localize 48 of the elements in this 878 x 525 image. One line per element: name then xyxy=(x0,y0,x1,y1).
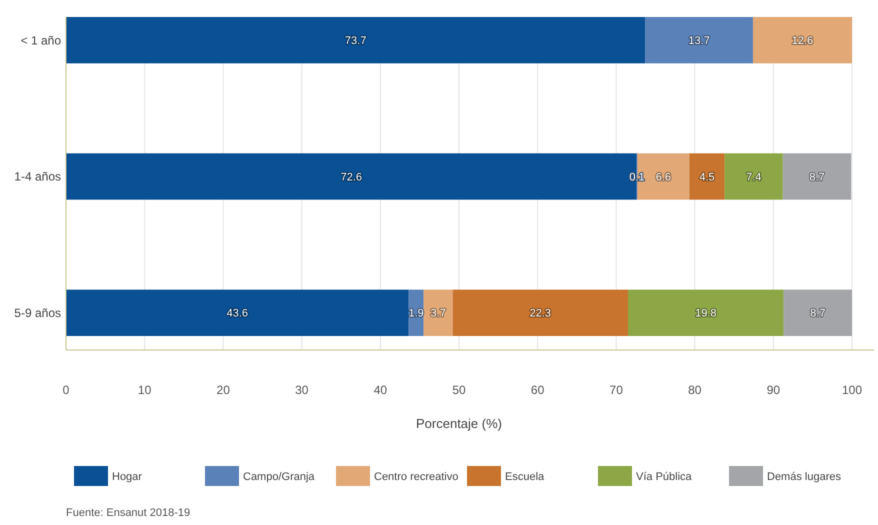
x-tick-label: 30 xyxy=(295,383,309,397)
legend-label: Hogar xyxy=(112,470,142,483)
bar xyxy=(689,153,725,200)
data-label: 72.6 xyxy=(340,171,362,184)
x-tick-label: 10 xyxy=(138,383,152,397)
data-label: 1.9 xyxy=(408,308,424,320)
data-label: 8.7 xyxy=(810,308,826,320)
x-tick-label: 50 xyxy=(452,383,466,397)
data-label: 43.6 xyxy=(226,308,248,320)
legend-label: Centro recreativo xyxy=(374,470,458,483)
legend-label: Campo/Granja xyxy=(243,470,316,483)
x-tick-label: 40 xyxy=(374,383,388,397)
bar xyxy=(66,290,409,336)
data-label: 13.7 xyxy=(688,35,710,48)
bar xyxy=(66,17,646,64)
data-label: 7.4 xyxy=(746,171,762,184)
legend-label: Escuela xyxy=(505,470,546,483)
y-tick-label: 5-9 años xyxy=(14,306,61,320)
y-tick-label: 1-4 años xyxy=(14,170,61,184)
x-tick-label: 100 xyxy=(842,383,862,397)
bar xyxy=(645,17,753,64)
y-tick-label: < 1 año xyxy=(20,33,62,48)
x-tick-label: 20 xyxy=(216,383,230,397)
x-tick-label: 70 xyxy=(610,383,624,397)
data-label: 22.3 xyxy=(530,308,552,320)
bar xyxy=(782,153,852,200)
bar xyxy=(424,290,453,336)
legend-label: Demás lugares xyxy=(767,470,842,483)
data-label: 12.6 xyxy=(792,35,814,48)
legend-label: Vía Pública xyxy=(636,470,693,483)
bar xyxy=(752,17,852,64)
x-tick-label: 90 xyxy=(766,383,780,397)
data-label: 8.7 xyxy=(809,171,825,184)
data-label: 6.6 xyxy=(656,171,672,184)
bar xyxy=(452,290,628,336)
data-label: 4.5 xyxy=(699,171,715,184)
bar xyxy=(724,153,783,200)
bar xyxy=(628,290,784,336)
x-axis-title: Porcentaje (%) xyxy=(416,416,502,431)
x-tick-label: 80 xyxy=(688,383,702,397)
data-label: 3.7 xyxy=(430,308,446,320)
data-label: 0.1 xyxy=(629,171,645,184)
data-label: 19.8 xyxy=(695,308,717,320)
source-note: Fuente: Ensanut 2018-19 xyxy=(66,507,190,519)
bar xyxy=(784,290,852,336)
x-tick-label: 60 xyxy=(530,383,545,397)
x-tick-label: 0 xyxy=(62,383,70,397)
data-label: 73.7 xyxy=(344,35,366,48)
